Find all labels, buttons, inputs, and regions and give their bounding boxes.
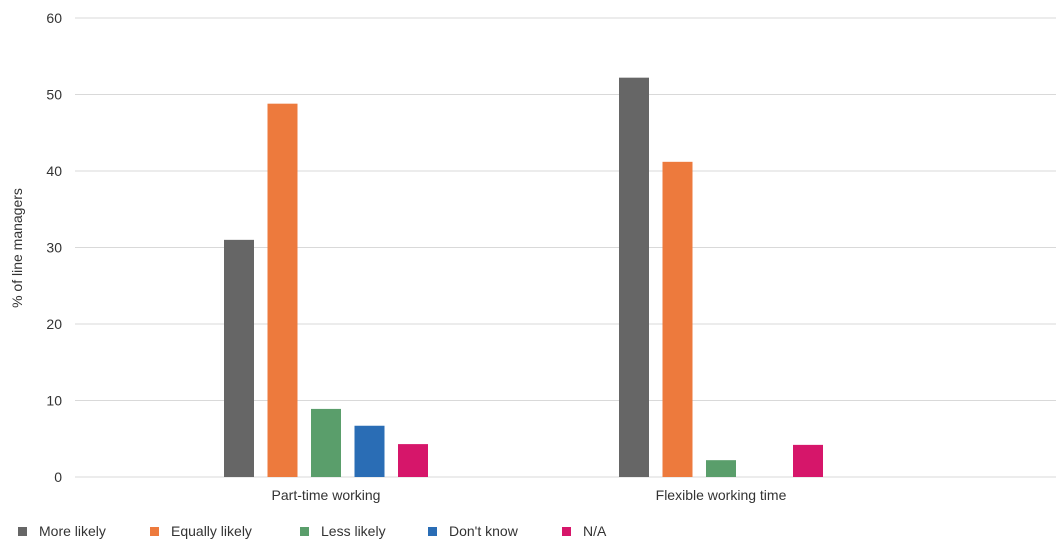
- legend-label: Less likely: [321, 523, 386, 539]
- y-tick-label: 60: [46, 10, 62, 26]
- bar-n-a-1: [793, 444, 823, 477]
- x-axis-categories: Part-time working Flexible working time: [272, 487, 787, 503]
- legend-label: N/A: [583, 523, 607, 539]
- y-axis-title: % of line managers: [9, 188, 25, 308]
- bar-more-likely-1: [619, 77, 649, 478]
- bar-more-likely-0: [224, 239, 254, 477]
- y-tick-label: 0: [54, 469, 62, 485]
- legend-swatch: [18, 527, 27, 536]
- legend-label: More likely: [39, 523, 106, 539]
- bar-less-likely-1: [706, 460, 736, 477]
- legend-swatch: [562, 527, 571, 536]
- x-category-label: Part-time working: [272, 487, 381, 503]
- legend-label: Don't know: [449, 523, 519, 539]
- y-tick-label: 20: [46, 316, 62, 332]
- bars: [224, 77, 823, 478]
- y-tick-label: 50: [46, 87, 62, 103]
- legend: More likely Equally likely Less likely Don'…: [18, 523, 607, 539]
- y-tick-label: 30: [46, 240, 62, 256]
- y-tick-label: 10: [46, 393, 62, 409]
- gridlines: [75, 17, 1056, 478]
- legend-swatch: [300, 527, 309, 536]
- legend-swatch: [428, 527, 437, 536]
- bar-equally-likely-1: [662, 161, 693, 477]
- y-tick-label: 40: [46, 163, 62, 179]
- bar-less-likely-0: [311, 408, 341, 477]
- bar-equally-likely-0: [267, 103, 298, 478]
- bar-don-t-know-0: [354, 425, 385, 477]
- bar-n-a-0: [398, 444, 428, 477]
- x-category-label: Flexible working time: [656, 487, 787, 503]
- y-axis-ticks: 0 10 20 30 40 50 60: [46, 10, 62, 485]
- legend-label: Equally likely: [171, 523, 252, 539]
- legend-swatch: [150, 527, 159, 536]
